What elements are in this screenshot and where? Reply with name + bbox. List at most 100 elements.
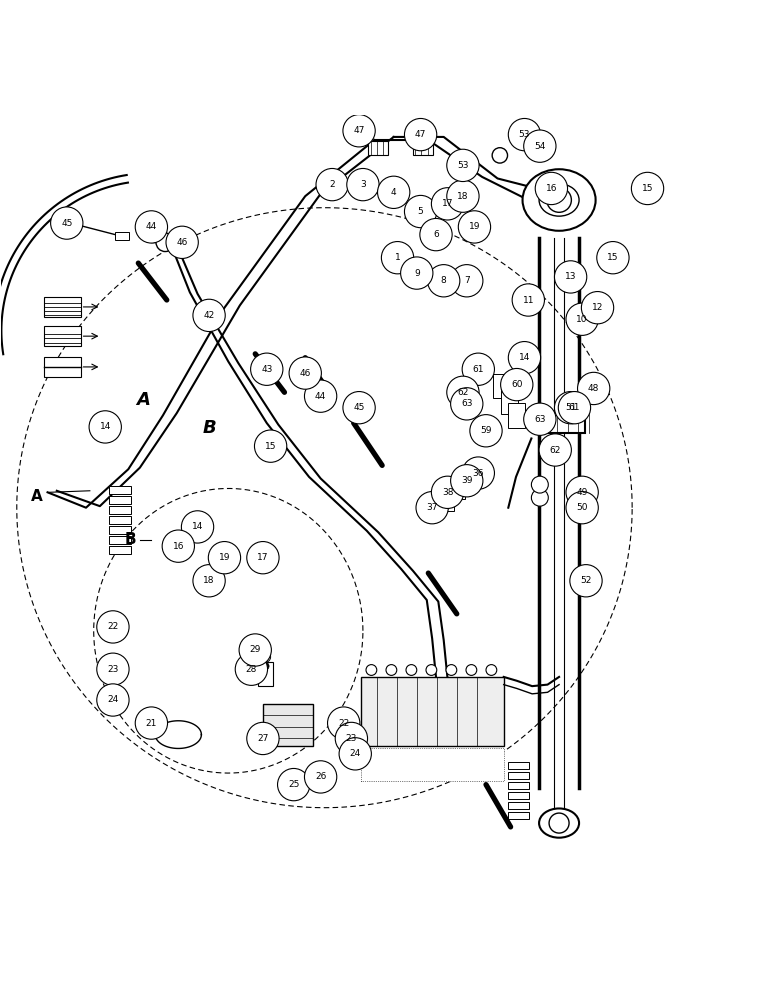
Text: 44: 44 [146, 222, 157, 231]
Text: 62: 62 [457, 388, 469, 397]
Circle shape [486, 665, 496, 675]
Text: 25: 25 [288, 780, 300, 789]
Text: 18: 18 [457, 192, 469, 201]
Text: 52: 52 [581, 576, 591, 585]
FancyBboxPatch shape [507, 802, 529, 809]
Text: 47: 47 [354, 126, 364, 135]
FancyBboxPatch shape [413, 141, 433, 155]
Circle shape [566, 303, 598, 335]
Text: 43: 43 [261, 365, 273, 374]
Circle shape [262, 662, 269, 670]
Circle shape [447, 376, 479, 408]
FancyBboxPatch shape [95, 420, 115, 434]
Circle shape [316, 168, 348, 201]
FancyBboxPatch shape [507, 772, 529, 779]
Circle shape [466, 665, 477, 675]
Circle shape [531, 489, 548, 506]
Circle shape [420, 218, 452, 251]
Circle shape [96, 653, 129, 685]
Circle shape [96, 611, 129, 643]
Circle shape [327, 707, 360, 739]
Circle shape [304, 380, 337, 412]
Circle shape [446, 665, 457, 675]
FancyBboxPatch shape [507, 812, 529, 819]
Circle shape [470, 415, 502, 447]
Circle shape [432, 476, 464, 508]
Circle shape [51, 207, 83, 239]
Text: 18: 18 [203, 576, 215, 585]
Text: 37: 37 [426, 503, 438, 512]
FancyBboxPatch shape [445, 485, 466, 499]
Text: 26: 26 [315, 772, 327, 781]
Text: B: B [203, 419, 217, 437]
Circle shape [462, 457, 494, 489]
Circle shape [366, 665, 377, 675]
Text: 46: 46 [177, 238, 188, 247]
FancyBboxPatch shape [109, 506, 130, 514]
Text: 36: 36 [472, 469, 484, 478]
Ellipse shape [539, 184, 579, 216]
FancyBboxPatch shape [115, 232, 129, 240]
Circle shape [135, 707, 168, 739]
FancyBboxPatch shape [109, 536, 130, 544]
Circle shape [235, 653, 268, 685]
Text: 49: 49 [577, 488, 587, 497]
Text: 23: 23 [107, 665, 119, 674]
Text: 24: 24 [107, 695, 119, 704]
Circle shape [523, 130, 556, 162]
Text: 2: 2 [330, 180, 335, 189]
Circle shape [451, 465, 483, 497]
Circle shape [549, 813, 569, 833]
Circle shape [558, 392, 591, 424]
Text: 59: 59 [480, 426, 492, 435]
Text: 27: 27 [257, 734, 269, 743]
Circle shape [260, 652, 271, 662]
Circle shape [416, 492, 449, 524]
FancyBboxPatch shape [500, 389, 517, 414]
Circle shape [566, 476, 598, 508]
Text: A: A [31, 489, 42, 504]
Circle shape [500, 368, 533, 401]
FancyBboxPatch shape [109, 516, 130, 524]
Text: 8: 8 [441, 276, 446, 285]
Circle shape [135, 211, 168, 243]
Circle shape [523, 403, 556, 435]
Text: 10: 10 [577, 315, 588, 324]
Text: 51: 51 [565, 403, 577, 412]
Text: 15: 15 [607, 253, 618, 262]
Circle shape [162, 530, 195, 562]
Circle shape [347, 168, 379, 201]
Text: B: B [124, 532, 136, 547]
FancyBboxPatch shape [109, 546, 130, 554]
Circle shape [339, 738, 371, 770]
Circle shape [512, 284, 544, 316]
Text: 38: 38 [442, 488, 453, 497]
FancyBboxPatch shape [457, 474, 477, 488]
Text: 19: 19 [469, 222, 480, 231]
Circle shape [386, 665, 397, 675]
Circle shape [335, 722, 367, 755]
Text: 46: 46 [300, 369, 311, 378]
Circle shape [531, 476, 548, 493]
Circle shape [378, 176, 410, 208]
FancyBboxPatch shape [493, 374, 510, 398]
Circle shape [451, 388, 483, 420]
Text: 19: 19 [218, 553, 230, 562]
Text: 3: 3 [360, 180, 366, 189]
Text: 44: 44 [315, 392, 327, 401]
Circle shape [156, 233, 174, 252]
Circle shape [577, 372, 610, 405]
Circle shape [406, 665, 417, 675]
Circle shape [251, 353, 283, 385]
Circle shape [247, 542, 279, 574]
Text: 6: 6 [433, 230, 438, 239]
Text: 28: 28 [245, 665, 257, 674]
FancyBboxPatch shape [533, 413, 585, 433]
Text: 16: 16 [546, 184, 557, 193]
Text: 45: 45 [354, 403, 364, 412]
Text: 61: 61 [569, 403, 581, 412]
Circle shape [508, 342, 540, 374]
Circle shape [539, 434, 571, 466]
Circle shape [493, 148, 507, 163]
Circle shape [193, 565, 225, 597]
